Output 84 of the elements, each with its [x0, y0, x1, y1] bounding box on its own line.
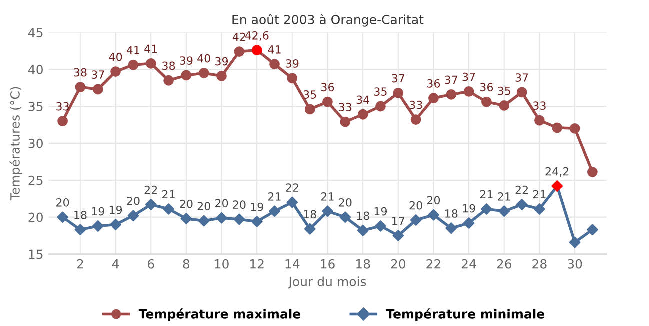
x-tick-label: 14: [286, 260, 300, 269]
data-label: 20: [233, 200, 246, 210]
data-label: 36: [322, 83, 334, 92]
data-label: 40: [198, 54, 210, 63]
data-label: 35: [304, 90, 316, 99]
x-axis-title: Jour du mois: [288, 276, 366, 289]
data-label: 20: [127, 196, 140, 206]
x-tick-label: 30: [568, 259, 582, 269]
data-label: 38: [74, 68, 87, 77]
data-label: 19: [110, 206, 122, 214]
x-tick-label: 24: [462, 259, 476, 269]
data-label: 21: [162, 190, 175, 199]
data-label: 22: [144, 186, 158, 194]
data-label: 37: [392, 74, 405, 83]
data-label: 42: [232, 32, 246, 42]
x-tick-label: 12: [250, 259, 264, 269]
y-tick-label: 45: [28, 28, 43, 38]
data-label: 20: [339, 198, 352, 207]
data-label: 21: [480, 190, 493, 199]
data-label: 18: [446, 210, 458, 218]
data-label: 39: [286, 60, 299, 68]
data-label: 33: [339, 103, 352, 112]
data-label: 40: [109, 52, 122, 62]
data-label: 42,6: [245, 31, 269, 41]
data-label: 35: [374, 88, 387, 96]
legend-label: Température minimale: [386, 308, 545, 322]
data-label: 22: [516, 186, 528, 194]
data-label: 41: [144, 44, 158, 53]
data-label: 19: [463, 204, 476, 213]
data-label: 37: [445, 76, 458, 84]
data-label: 36: [480, 83, 494, 92]
data-label: 19: [92, 207, 104, 216]
data-label: 36: [428, 79, 440, 88]
data-label: 19: [251, 202, 264, 212]
data-label: 21: [321, 192, 334, 201]
y-tick-label: 25: [28, 176, 43, 186]
data-label: 18: [74, 211, 87, 220]
data-label: 24,2: [546, 167, 569, 177]
data-label: 18: [304, 210, 316, 219]
y-tick-label: 15: [29, 250, 43, 260]
data-label: 35: [498, 86, 510, 96]
x-tick-label: 4: [112, 260, 120, 269]
data-label: 21: [533, 190, 546, 199]
data-label: 20: [216, 199, 228, 208]
x-tick-label: 20: [391, 259, 406, 269]
data-label: 20: [56, 198, 70, 207]
x-tick-label: 18: [356, 259, 370, 269]
y-tick-label: 40: [28, 65, 43, 74]
data-label: 37: [92, 70, 104, 80]
y-tick-label: 30: [28, 138, 43, 148]
y-tick-label: 20: [28, 212, 43, 222]
x-tick-label: 2: [77, 259, 84, 269]
data-label: 37: [516, 74, 528, 82]
data-label: 37: [462, 72, 476, 82]
x-tick-label: 8: [183, 259, 190, 269]
chart-title: En août 2003 à Orange-Caritat: [232, 14, 424, 27]
data-label: 33: [410, 100, 422, 110]
y-tick-label: 35: [28, 102, 43, 112]
data-label: 33: [56, 102, 69, 111]
data-label: 21: [268, 192, 281, 201]
x-tick-label: 26: [497, 259, 512, 269]
data-label: 34: [356, 96, 370, 104]
data-label: 41: [126, 46, 140, 54]
data-label: 17: [392, 217, 405, 226]
data-label: 33: [533, 102, 546, 110]
x-tick-label: 28: [532, 259, 547, 269]
data-label: 38: [162, 62, 176, 70]
x-tick-label: 10: [215, 259, 229, 269]
x-tick-label: 6: [148, 259, 154, 269]
data-label: 41: [268, 46, 281, 54]
data-label: 39: [180, 56, 193, 65]
data-label: 20: [427, 196, 440, 205]
data-label: 18: [357, 212, 370, 220]
data-label: 19: [374, 207, 388, 216]
x-tick-label: 22: [426, 259, 440, 269]
data-label: 39: [216, 57, 228, 66]
data-label: 20: [180, 200, 193, 208]
legend-label: Température maximale: [138, 308, 301, 322]
data-label: 20: [198, 202, 210, 211]
x-tick-label: 16: [321, 259, 335, 269]
y-axis-title: Températures (°C): [10, 87, 22, 201]
data-label: 20: [410, 201, 422, 210]
data-label: 22: [286, 184, 298, 192]
data-label: 21: [498, 192, 510, 201]
